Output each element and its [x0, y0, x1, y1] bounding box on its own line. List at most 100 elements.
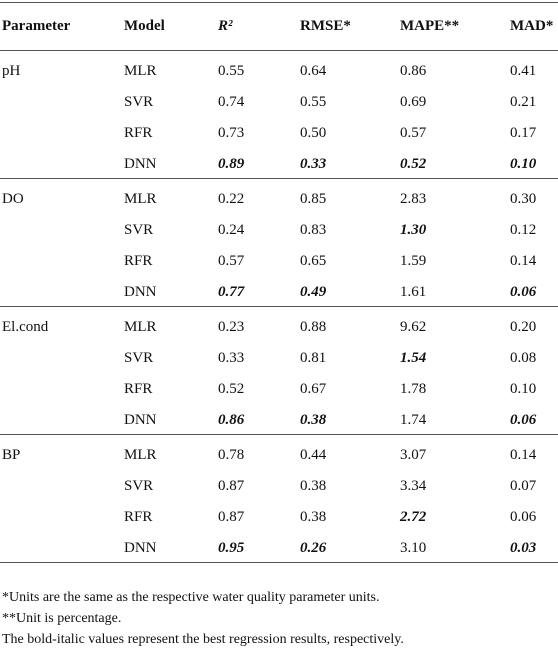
value-cell: 0.24 — [218, 222, 245, 238]
value-cell: 0.95 — [218, 540, 245, 556]
value-cell: 0.12 — [510, 222, 537, 238]
group-rule — [0, 306, 558, 307]
value-cell: 0.83 — [300, 222, 327, 238]
footnote: The bold-italic values represent the bes… — [2, 632, 404, 647]
parameter-cell: pH — [2, 63, 21, 79]
model-cell: DNN — [124, 156, 157, 172]
value-cell: 0.38 — [300, 412, 327, 428]
value-cell: 1.61 — [400, 284, 427, 300]
value-cell: 0.10 — [510, 156, 537, 172]
value-cell: 0.55 — [218, 63, 245, 79]
model-cell: MLR — [124, 447, 157, 463]
value-cell: 0.14 — [510, 447, 537, 463]
value-cell: 0.87 — [218, 509, 245, 525]
value-cell: 1.59 — [400, 253, 427, 269]
header-cell: Parameter — [2, 18, 71, 34]
value-cell: 0.33 — [300, 156, 327, 172]
value-cell: 1.74 — [400, 412, 427, 428]
model-cell: SVR — [124, 94, 154, 110]
parameter-cell: BP — [2, 447, 21, 463]
value-cell: 0.17 — [510, 125, 537, 141]
value-cell: 0.81 — [300, 350, 327, 366]
value-cell: 0.23 — [218, 319, 245, 335]
value-cell: 0.44 — [300, 447, 327, 463]
header-cell: RMSE* — [300, 18, 351, 34]
value-cell: 0.86 — [218, 412, 245, 428]
value-cell: 0.52 — [218, 381, 245, 397]
value-cell: 3.10 — [400, 540, 427, 556]
model-cell: MLR — [124, 63, 157, 79]
footnote: **Unit is percentage. — [2, 611, 122, 626]
value-cell: 0.89 — [218, 156, 245, 172]
value-cell: 0.67 — [300, 381, 327, 397]
model-cell: RFR — [124, 381, 153, 397]
header-cell: MAD* — [510, 18, 554, 34]
value-cell: 1.54 — [400, 350, 427, 366]
value-cell: 0.57 — [218, 253, 245, 269]
model-cell: DNN — [124, 412, 157, 428]
value-cell: 0.64 — [300, 63, 327, 79]
value-cell: 0.03 — [510, 540, 537, 556]
value-cell: 0.87 — [218, 478, 245, 494]
group-rule — [0, 178, 558, 179]
value-cell: 2.72 — [400, 509, 427, 525]
model-cell: SVR — [124, 350, 154, 366]
value-cell: 0.26 — [300, 540, 327, 556]
value-cell: 0.52 — [400, 156, 427, 172]
header-rule — [0, 50, 558, 51]
model-cell: RFR — [124, 125, 153, 141]
parameter-cell: DO — [2, 191, 24, 207]
model-cell: DNN — [124, 284, 157, 300]
value-cell: 1.78 — [400, 381, 427, 397]
value-cell: 0.22 — [218, 191, 245, 207]
value-cell: 0.10 — [510, 381, 537, 397]
model-cell: MLR — [124, 319, 157, 335]
model-cell: SVR — [124, 478, 154, 494]
group-rule — [0, 434, 558, 435]
value-cell: 0.20 — [510, 319, 537, 335]
model-cell: MLR — [124, 191, 157, 207]
footnote: *Units are the same as the respective wa… — [2, 590, 380, 605]
value-cell: 0.38 — [300, 509, 327, 525]
value-cell: 0.33 — [218, 350, 245, 366]
value-cell: 0.78 — [218, 447, 245, 463]
value-cell: 0.41 — [510, 63, 537, 79]
value-cell: 0.38 — [300, 478, 327, 494]
value-cell: 0.74 — [218, 94, 245, 110]
top-rule — [0, 2, 558, 3]
value-cell: 0.65 — [300, 253, 327, 269]
value-cell: 0.73 — [218, 125, 245, 141]
value-cell: 1.30 — [400, 222, 427, 238]
value-cell: 0.08 — [510, 350, 537, 366]
model-cell: RFR — [124, 509, 153, 525]
value-cell: 0.06 — [510, 509, 537, 525]
value-cell: 0.30 — [510, 191, 537, 207]
value-cell: 0.55 — [300, 94, 327, 110]
value-cell: 0.88 — [300, 319, 327, 335]
value-cell: 0.69 — [400, 94, 427, 110]
parameter-cell: El.cond — [2, 319, 49, 335]
header-cell: R² — [218, 18, 233, 34]
value-cell: 9.62 — [400, 319, 427, 335]
header-cell: MAPE** — [400, 18, 460, 34]
value-cell: 0.07 — [510, 478, 537, 494]
value-cell: 0.77 — [218, 284, 245, 300]
group-rule — [0, 562, 558, 563]
value-cell: 3.07 — [400, 447, 427, 463]
value-cell: 0.50 — [300, 125, 327, 141]
header-cell: Model — [124, 18, 165, 34]
value-cell: 0.57 — [400, 125, 427, 141]
model-cell: RFR — [124, 253, 153, 269]
value-cell: 0.86 — [400, 63, 427, 79]
value-cell: 0.49 — [300, 284, 327, 300]
model-cell: DNN — [124, 540, 157, 556]
value-cell: 0.06 — [510, 412, 537, 428]
value-cell: 0.14 — [510, 253, 537, 269]
value-cell: 0.21 — [510, 94, 537, 110]
model-cell: SVR — [124, 222, 154, 238]
value-cell: 0.85 — [300, 191, 327, 207]
value-cell: 2.83 — [400, 191, 427, 207]
value-cell: 0.06 — [510, 284, 537, 300]
value-cell: 3.34 — [400, 478, 427, 494]
